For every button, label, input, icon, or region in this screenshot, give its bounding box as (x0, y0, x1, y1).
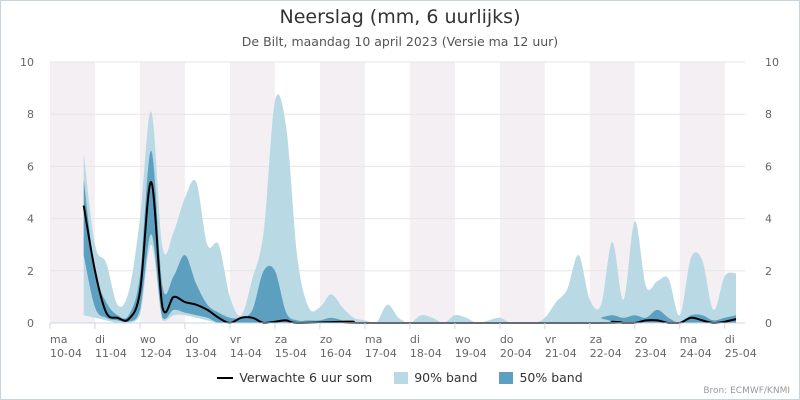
y-axis-right: 0 2 4 6 8 10 (765, 56, 779, 330)
x-tick-day: zo (320, 333, 333, 346)
x-tick-date: 24-04 (680, 347, 712, 360)
x-tick-date: 12-04 (140, 347, 172, 360)
x-tick-day: vr (545, 333, 557, 346)
chart-subtitle: De Bilt, maandag 10 april 2023 (Versie m… (241, 34, 559, 49)
y-tick-label-left: 2 (27, 265, 34, 278)
x-tick-date: 15-04 (275, 347, 307, 360)
x-tick-day: ma (365, 333, 382, 346)
x-tick-date: 16-04 (320, 347, 352, 360)
x-tick-day: za (590, 333, 603, 346)
weekend-shading (50, 62, 725, 323)
legend-item-band50[interactable]: 50% band (499, 370, 583, 385)
x-tick-date: 17-04 (365, 347, 397, 360)
legend-band50-label: 50% band (519, 370, 583, 385)
y-tick-label-right: 4 (765, 213, 772, 226)
band-90-area (83, 94, 736, 323)
chart-title: Neerslag (mm, 6 uurlijks) (279, 6, 521, 28)
x-tick-date: 18-04 (410, 347, 442, 360)
legend-band90-label: 90% band (414, 370, 478, 385)
x-tick-date: 10-04 (50, 347, 82, 360)
legend-band90-swatch (394, 371, 409, 384)
x-tick-date: 22-04 (590, 347, 622, 360)
x-tick-day: do (500, 333, 514, 346)
legend: Verwachte 6 uur som 90% band 50% band (0, 370, 800, 385)
x-tick-day: wo (140, 333, 156, 346)
day-shade (409, 62, 455, 323)
x-tick-day: di (725, 333, 735, 346)
x-tick-day: di (95, 333, 105, 346)
legend-line-swatch (217, 376, 234, 379)
x-tick-date: 21-04 (545, 347, 577, 360)
x-axis: ma10-04di11-04wo12-04do13-04vr14-04za15-… (49, 322, 757, 360)
x-tick-day: do (185, 333, 199, 346)
y-tick-label-left: 10 (20, 56, 34, 69)
y-tick-label-left: 4 (27, 213, 34, 226)
y-tick-label-right: 0 (765, 317, 772, 330)
legend-item-band90[interactable]: 90% band (394, 370, 477, 385)
y-tick-label-left: 8 (27, 108, 34, 121)
x-tick-date: 23-04 (635, 347, 667, 360)
x-tick-date: 19-04 (455, 347, 487, 360)
day-shade (499, 62, 545, 323)
x-tick-date: 14-04 (230, 347, 262, 360)
y-tick-label-right: 8 (765, 108, 772, 121)
legend-line-label: Verwachte 6 uur som (239, 370, 373, 385)
x-tick-date: 20-04 (500, 347, 532, 360)
y-tick-label-left: 6 (27, 160, 34, 173)
y-tick-label-right: 6 (765, 160, 772, 173)
day-shade (319, 62, 365, 323)
x-tick-day: ma (50, 333, 67, 346)
x-tick-day: vr (230, 333, 242, 346)
legend-item-line[interactable]: Verwachte 6 uur som (217, 370, 372, 385)
band-50-layer (83, 150, 736, 323)
x-tick-day: zo (635, 333, 648, 346)
x-tick-day: di (410, 333, 420, 346)
y-tick-label-left: 0 (27, 317, 34, 330)
y-tick-label-right: 2 (765, 265, 772, 278)
x-tick-date: 11-04 (95, 347, 127, 360)
x-tick-day: wo (455, 333, 471, 346)
y-axis-left: 0 2 4 6 8 10 (20, 56, 34, 330)
x-tick-day: ma (680, 333, 697, 346)
y-tick-label-right: 10 (765, 56, 779, 69)
legend-band50-swatch (499, 371, 514, 384)
band-50-area (83, 150, 736, 323)
band-90-layer (83, 94, 736, 323)
credits: Bron: ECMWF/KNMI (703, 386, 790, 396)
x-tick-day: za (275, 333, 288, 346)
x-tick-date: 13-04 (185, 347, 217, 360)
x-tick-date: 25-04 (725, 347, 757, 360)
